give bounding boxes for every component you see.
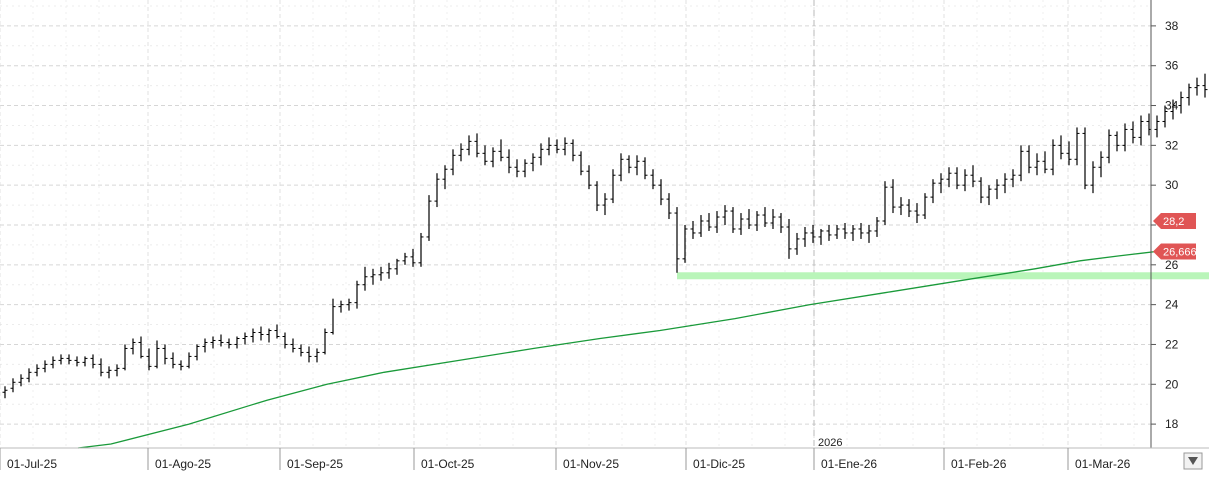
year-marker-label: 2026 <box>818 437 842 449</box>
y-tick-label: 24 <box>1165 298 1179 312</box>
x-tick-label: 01-Jul-25 <box>7 457 57 471</box>
y-tick-label: 34 <box>1165 99 1179 113</box>
last-price-badge-label: 28,2 <box>1163 216 1184 228</box>
x-tick-label: 01-Nov-25 <box>563 457 619 471</box>
ma-value-badge: 26,666 <box>1153 244 1197 260</box>
y-tick-label: 38 <box>1165 19 1179 33</box>
support-band <box>677 272 1209 279</box>
ma-value-badge-label: 26,666 <box>1163 247 1197 259</box>
x-tick-label: 01-Feb-26 <box>951 457 1007 471</box>
x-tick-label: 01-Dic-25 <box>693 457 745 471</box>
x-tick-label: 01-Ago-25 <box>155 457 211 471</box>
y-tick-label: 36 <box>1165 59 1179 73</box>
last-price-badge: 28,2 <box>1153 213 1196 229</box>
y-tick-label: 18 <box>1165 417 1179 431</box>
y-tick-label: 32 <box>1165 138 1179 152</box>
y-tick-label: 30 <box>1165 178 1179 192</box>
y-tick-label: 22 <box>1165 337 1179 351</box>
scroll-corner-button[interactable] <box>1184 453 1202 469</box>
x-tick-label: 01-Ene-26 <box>821 457 877 471</box>
x-tick-label: 01-Oct-25 <box>421 457 475 471</box>
x-tick-label: 01-Mar-26 <box>1075 457 1131 471</box>
y-tick-label: 26 <box>1165 258 1179 272</box>
x-tick-label: 01-Sep-25 <box>287 457 343 471</box>
y-tick-label: 20 <box>1165 377 1179 391</box>
